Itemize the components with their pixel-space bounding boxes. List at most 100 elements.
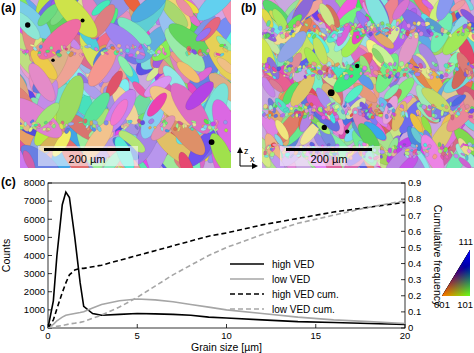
grain — [390, 74, 394, 78]
y-tick-label: 0 — [40, 322, 45, 333]
grain — [323, 74, 327, 79]
grain — [460, 32, 465, 37]
grain — [215, 55, 231, 77]
map-background — [262, 0, 474, 168]
grain — [349, 67, 355, 72]
grain — [356, 23, 361, 28]
grain — [349, 113, 354, 118]
grain — [351, 26, 355, 30]
grain — [268, 113, 272, 117]
y2-tick-label: 0 — [408, 322, 413, 333]
grain — [46, 127, 51, 131]
grain — [32, 46, 37, 52]
grain — [116, 50, 119, 53]
ipf-key-label: 111 — [459, 236, 473, 247]
grain — [402, 34, 405, 39]
grain — [279, 113, 285, 118]
y2-tick-label: 0.2 — [408, 290, 421, 301]
grain — [298, 67, 302, 72]
grain — [309, 108, 311, 111]
grain — [78, 121, 83, 123]
grain — [404, 111, 408, 118]
grain — [399, 145, 402, 149]
grain — [423, 142, 428, 147]
grain — [468, 146, 474, 152]
grain — [80, 46, 82, 49]
grain — [344, 101, 347, 107]
grain — [389, 65, 393, 70]
grain — [468, 108, 474, 115]
grain — [432, 106, 436, 108]
grain — [384, 29, 389, 33]
grain — [164, 78, 217, 140]
legend-swatch — [230, 263, 264, 265]
x-tick-label: 0 — [45, 330, 50, 341]
grain — [302, 114, 308, 119]
ipf-key — [442, 250, 470, 296]
grain — [68, 51, 75, 58]
grain — [139, 45, 142, 49]
grain — [316, 66, 320, 69]
grain — [400, 34, 405, 39]
grain — [424, 149, 429, 153]
grain — [449, 102, 451, 107]
grain — [185, 51, 189, 56]
grain — [432, 107, 436, 111]
legend-label: low VED cum. — [272, 304, 335, 315]
grain — [100, 51, 105, 56]
grain — [458, 7, 474, 25]
grain — [409, 29, 415, 34]
grain — [68, 122, 74, 126]
grain — [107, 46, 110, 49]
grain — [298, 115, 301, 118]
grain — [363, 71, 370, 75]
legend-label: high VED cum. — [272, 289, 339, 300]
grain — [202, 124, 208, 130]
grain — [191, 48, 198, 55]
grain — [443, 63, 450, 69]
grain — [360, 33, 366, 37]
grain — [132, 44, 135, 49]
series-line — [48, 192, 405, 328]
grain — [434, 63, 438, 67]
grain — [378, 112, 383, 114]
grain — [186, 46, 191, 52]
grain — [373, 27, 377, 32]
y-tick — [48, 219, 52, 220]
grain — [326, 61, 332, 67]
grain — [404, 151, 410, 156]
grain — [262, 64, 269, 70]
y2-tick-label: 0.6 — [408, 226, 421, 237]
grain — [264, 71, 270, 73]
pore — [51, 59, 55, 63]
scale-bar-background — [38, 146, 138, 166]
y-tick-label: 5000 — [24, 232, 45, 243]
grain — [391, 25, 396, 30]
grain — [20, 125, 25, 127]
grain — [441, 110, 444, 116]
grain — [334, 62, 341, 68]
grain — [140, 120, 145, 125]
y2-tick-label: 0.9 — [408, 177, 421, 188]
grain — [277, 25, 283, 31]
grain — [128, 120, 133, 123]
grain — [286, 31, 290, 34]
y2-tick-label: 0.3 — [408, 274, 421, 285]
y-axis-label: Counts — [0, 239, 12, 272]
grain — [416, 21, 422, 27]
grain — [110, 46, 115, 50]
grain — [415, 72, 421, 76]
grain — [357, 28, 361, 31]
grain — [20, 91, 68, 145]
grain — [366, 26, 370, 30]
ipf-key-color — [442, 250, 470, 296]
grain — [318, 21, 323, 25]
scale-bar — [44, 148, 130, 151]
grain — [316, 74, 321, 80]
grain — [380, 155, 384, 159]
grain — [298, 106, 303, 110]
grain — [270, 27, 276, 33]
grain — [407, 63, 414, 70]
grain — [144, 90, 170, 119]
grain — [357, 106, 362, 109]
